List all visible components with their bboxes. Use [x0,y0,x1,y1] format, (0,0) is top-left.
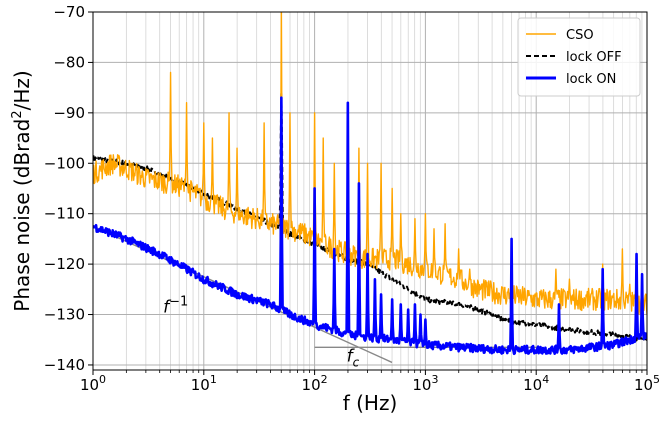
x-tick-label-exp: 1 [210,373,217,386]
x-tick-label-base: 10 [302,376,321,394]
y-axis-label: Phase noise (dBrad2/Hz) [10,70,34,311]
legend-label-lock-off: lock OFF [566,50,622,65]
x-tick-label-exp: 4 [542,373,549,386]
data-series [93,12,647,356]
fit-line-label: f−1 [163,295,188,318]
fit-line-label-base: f [163,298,172,318]
axis-ticks: 100 101 102 103 104 105−70−80−90−100−110−120−… [44,3,660,394]
y-tick-label: −80 [53,53,85,71]
x-tick-label-exp: 2 [321,373,328,386]
x-tick-label-exp: 5 [653,373,660,386]
y-tick-label: −130 [44,306,85,324]
x-tick-label-exp: 3 [431,373,438,386]
series-line-lock-on [93,96,647,356]
corner-frequency-label-sub: c [353,355,360,369]
x-tick-label: 105 [634,373,660,394]
x-tick-label: 104 [523,373,549,394]
legend-label-lock-on: lock ON [566,72,616,87]
x-tick-label: 103 [412,373,438,394]
corner-frequency-label: fc [347,346,360,369]
x-tick-label-base: 10 [80,376,99,394]
series-line-lock-off [93,91,647,343]
x-axis-label: f (Hz) [343,391,398,415]
y-axis-label-main: Phase noise (dBrad [10,119,34,312]
x-tick-label: 100 [80,373,106,394]
x-tick-label-base: 10 [191,376,210,394]
x-tick-label: 102 [302,373,328,394]
plot-frame [92,11,648,371]
legend-label-cso: CSO [566,28,594,43]
series-line-cso [93,12,647,316]
corner-frequency-label-base: f [347,346,356,366]
y-tick-label: −90 [53,104,85,122]
y-tick-label: −70 [53,3,85,21]
x-tick-label-exp: 0 [99,373,106,386]
y-tick-label: −100 [44,154,85,172]
x-tick-label-base: 10 [412,376,431,394]
y-axis-label-tail: /Hz) [10,70,34,110]
y-tick-label: −120 [44,255,85,273]
x-tick-label-base: 10 [523,376,542,394]
x-tick-label-base: 10 [634,376,653,394]
annotations: f−1fc [163,295,360,370]
y-tick-label: −110 [44,205,85,223]
y-tick-label: −140 [44,356,85,374]
legend: CSO lock OFF lock ON [517,17,641,97]
fit-line-label-exp: −1 [169,295,188,310]
x-tick-label: 101 [191,373,217,394]
y-axis-label-sup: 2 [10,110,25,118]
